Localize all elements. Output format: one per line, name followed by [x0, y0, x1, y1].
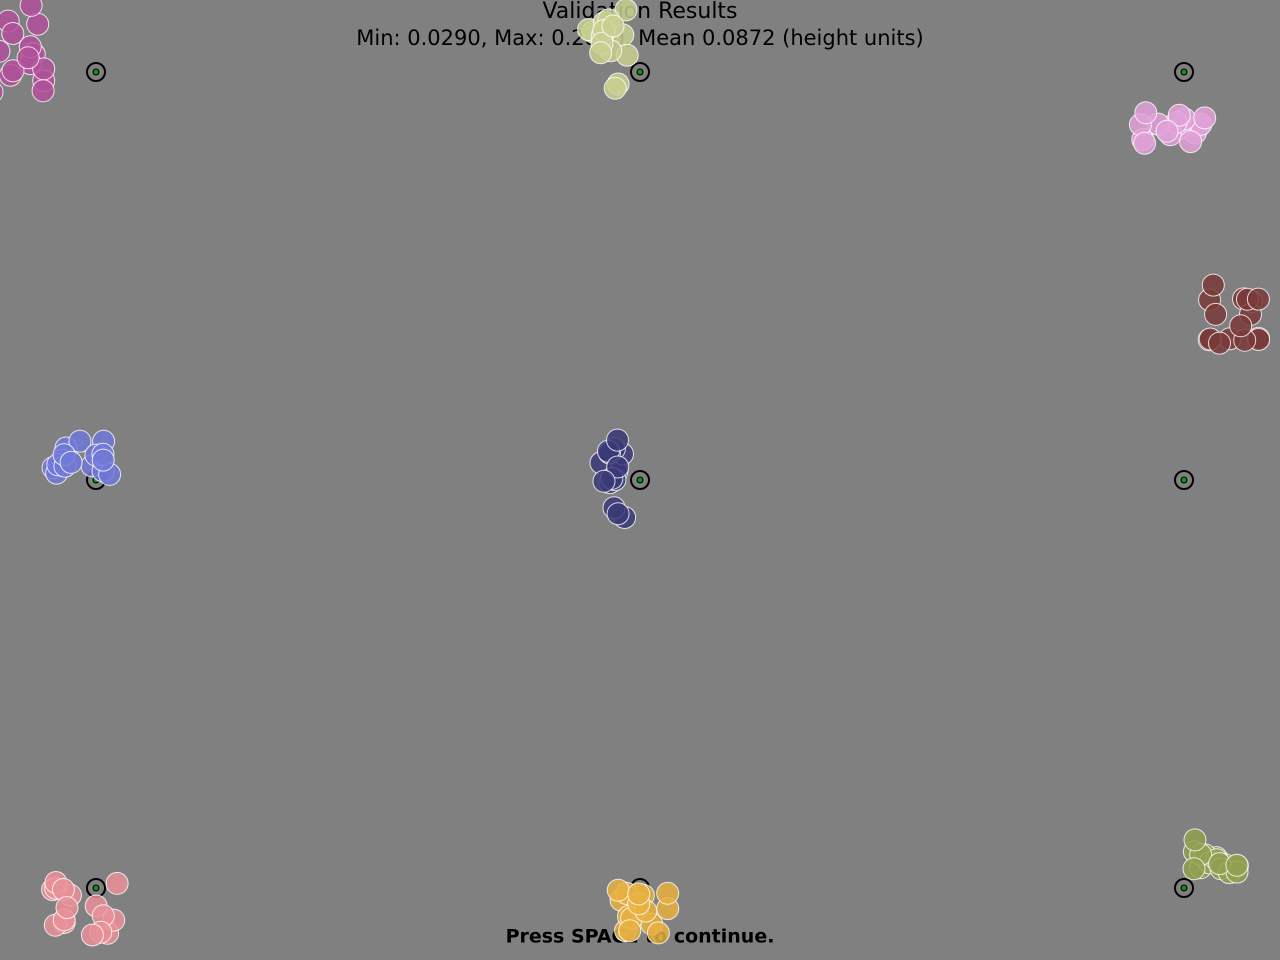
gaze-sample: [1201, 273, 1225, 297]
gaze-sample: [16, 46, 40, 70]
gaze-samples: [0, 0, 1271, 947]
target-center: [92, 884, 100, 892]
gaze-sample: [1193, 106, 1217, 130]
gaze-sample: [59, 450, 83, 474]
target-center: [636, 68, 644, 76]
instruction: Press SPACE to continue.: [506, 926, 775, 948]
gaze-sample: [618, 919, 642, 943]
target-center: [1180, 884, 1188, 892]
target-center: [636, 476, 644, 484]
gaze-sample: [646, 921, 670, 945]
gaze-sample: [0, 39, 11, 63]
gaze-sample: [1134, 101, 1158, 125]
gaze-sample: [1155, 119, 1179, 143]
gaze-sample: [1179, 130, 1203, 154]
gaze-sample: [614, 0, 638, 22]
gaze-sample: [603, 76, 627, 100]
gaze-sample: [1182, 857, 1206, 881]
gaze-sample: [627, 882, 651, 906]
gaze-sample: [1246, 287, 1270, 311]
stats: Min: 0.0290, Max: 0.2810, Mean 0.0872 (h…: [356, 26, 924, 50]
gaze-sample: [1, 22, 25, 45]
gaze-sample: [1225, 853, 1249, 877]
target-center: [92, 68, 100, 76]
gaze-sample: [31, 79, 55, 103]
gaze-sample: [1, 59, 25, 83]
gaze-sample: [1204, 302, 1228, 326]
gaze-sample: [91, 448, 115, 472]
gaze-sample: [1229, 314, 1253, 338]
gaze-sample: [1208, 331, 1231, 355]
gaze-sample: [589, 41, 613, 65]
target-center: [1180, 68, 1188, 76]
gaze-sample: [80, 923, 104, 947]
gaze-sample: [606, 455, 630, 479]
gaze-sample: [1183, 828, 1207, 852]
gaze-sample: [656, 881, 680, 905]
gaze-sample: [601, 14, 625, 38]
gaze-sample: [606, 878, 630, 902]
gaze-sample: [606, 428, 629, 452]
title: Validation Results: [542, 0, 737, 24]
gaze-sample: [55, 896, 79, 920]
gaze-sample: [68, 429, 92, 453]
gaze-sample: [592, 469, 616, 493]
gaze-sample: [0, 83, 4, 101]
gaze-sample: [1133, 131, 1157, 155]
gaze-sample: [19, 0, 43, 17]
gaze-sample: [1167, 103, 1191, 127]
gaze-sample: [606, 502, 630, 526]
gaze-sample: [105, 871, 129, 895]
target-center: [1180, 476, 1188, 484]
